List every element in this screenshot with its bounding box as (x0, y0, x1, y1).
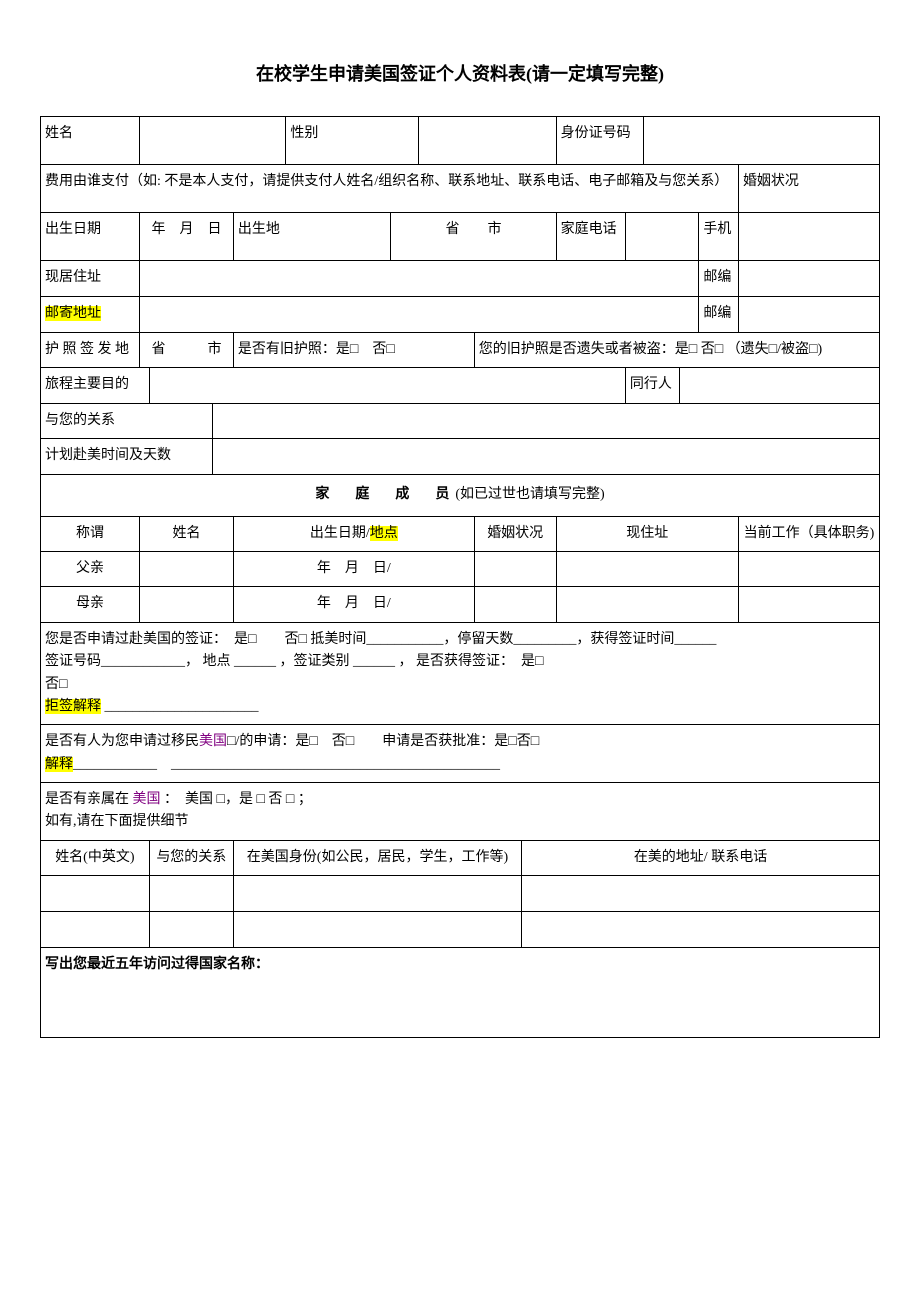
field-name[interactable] (140, 117, 286, 165)
col-birth: 出生日期/地点 (233, 516, 474, 551)
label-birthplace: 出生地 (233, 213, 391, 261)
field-gender[interactable] (419, 117, 556, 165)
rel-row1-status[interactable] (233, 876, 521, 912)
field-father-addr[interactable] (556, 551, 738, 586)
field-mother-marital[interactable] (474, 587, 556, 622)
row-father: 父亲 (41, 551, 140, 586)
field-relation[interactable] (212, 403, 879, 438)
rel-row1-addr[interactable] (522, 876, 880, 912)
label-name: 姓名 (41, 117, 140, 165)
label-birthdate: 出生日期 (41, 213, 140, 261)
label-marital: 婚姻状况 (738, 165, 879, 213)
row-mother: 母亲 (41, 587, 140, 622)
field-birthdate[interactable]: 年 月 日 (140, 213, 234, 261)
label-curraddr: 现居住址 (41, 261, 140, 297)
label-mobile: 手机 (699, 213, 739, 261)
field-mailaddr[interactable] (140, 297, 699, 333)
label-mailaddr: 邮寄地址 (41, 297, 140, 333)
field-passplace[interactable]: 省 市 (140, 333, 234, 368)
field-father-birth[interactable]: 年 月 日/ (233, 551, 474, 586)
field-companion[interactable] (680, 368, 880, 403)
label-relation: 与您的关系 (41, 403, 213, 438)
field-birthplace[interactable]: 省 市 (391, 213, 556, 261)
rel-row2-name[interactable] (41, 912, 150, 948)
field-purpose[interactable] (149, 368, 625, 403)
page-title: 在校学生申请美国签证个人资料表(请一定填写完整) (40, 60, 880, 86)
label-plantime: 计划赴美时间及天数 (41, 439, 213, 474)
label-homephone: 家庭电话 (556, 213, 625, 261)
field-postcode2[interactable] (738, 297, 879, 333)
q-immigration[interactable]: 是否有人为您申请过移民美国□/的申请：是□ 否□ 申请是否获批准：是□否□ 解释… (41, 725, 880, 783)
label-postcode1: 邮编 (699, 261, 739, 297)
field-postcode1[interactable] (738, 261, 879, 297)
col-job: 当前工作（具体职务) (738, 516, 879, 551)
label-passplace: 护 照 签 发 地 (41, 333, 140, 368)
rel-row2-addr[interactable] (522, 912, 880, 948)
field-mother-addr[interactable] (556, 587, 738, 622)
field-mother-name[interactable] (140, 587, 234, 622)
field-father-job[interactable] (738, 551, 879, 586)
rel-row2-status[interactable] (233, 912, 521, 948)
field-homephone[interactable] (625, 213, 698, 261)
col-title: 称谓 (41, 516, 140, 551)
col-addr: 现住址 (556, 516, 738, 551)
label-oldpass[interactable]: 是否有旧护照：是□ 否□ (233, 333, 474, 368)
col-marital: 婚姻状况 (474, 516, 556, 551)
form-table: 姓名 性别 身份证号码 费用由谁支付（如: 不是本人支付，请提供支付人姓名/组织… (40, 116, 880, 1038)
label-oldpass-lost[interactable]: 您的旧护照是否遗失或者被盗：是□ 否□ （遗失□/被盗□) (474, 333, 879, 368)
family-header: 家 庭 成 员(如已过世也请填写完整) (41, 474, 880, 516)
field-father-marital[interactable] (474, 551, 556, 586)
col-name: 姓名 (140, 516, 234, 551)
label-fee: 费用由谁支付（如: 不是本人支付，请提供支付人姓名/组织名称、联系地址、联系电话… (41, 165, 739, 213)
q-countries[interactable]: 写出您最近五年访问过得国家名称： (41, 948, 880, 1038)
col-rel-name: 姓名(中英文) (41, 840, 150, 875)
q-relatives[interactable]: 是否有亲属在 美国 ： 美国 □，是 □ 否 □ ； 如有,请在下面提供细节 (41, 783, 880, 841)
col-rel-addr: 在美的地址/ 联系电话 (522, 840, 880, 875)
field-mobile[interactable] (738, 213, 879, 261)
label-gender: 性别 (286, 117, 419, 165)
field-plantime[interactable] (212, 439, 879, 474)
rel-row1-relation[interactable] (149, 876, 233, 912)
q-visa[interactable]: 您是否申请过赴美国的签证： 是□ 否□ 抵美时间___________，停留天数… (41, 622, 880, 725)
col-rel-relation: 与您的关系 (149, 840, 233, 875)
col-rel-status: 在美国身份(如公民，居民，学生，工作等) (233, 840, 521, 875)
label-purpose: 旅程主要目的 (41, 368, 150, 403)
rel-row1-name[interactable] (41, 876, 150, 912)
field-mother-job[interactable] (738, 587, 879, 622)
label-companion: 同行人 (625, 368, 679, 403)
field-father-name[interactable] (140, 551, 234, 586)
rel-row2-relation[interactable] (149, 912, 233, 948)
label-postcode2: 邮编 (699, 297, 739, 333)
field-id[interactable] (644, 117, 880, 165)
field-mother-birth[interactable]: 年 月 日/ (233, 587, 474, 622)
label-id: 身份证号码 (556, 117, 643, 165)
field-curraddr[interactable] (140, 261, 699, 297)
